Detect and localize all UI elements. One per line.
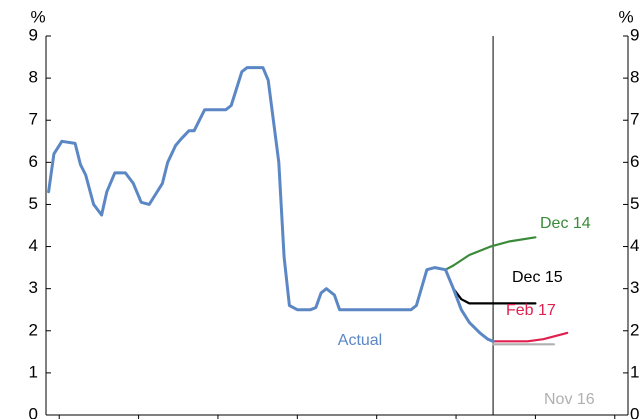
y2-tick-label: 1: [630, 362, 639, 381]
y-tick-label: 5: [29, 194, 38, 213]
x-tick-label: 2003: [120, 416, 158, 419]
y-tick-label: 9: [29, 25, 38, 44]
y-tick-label: 6: [29, 152, 38, 171]
y2-tick-label: 9: [630, 25, 639, 44]
x-tick-label: 2000: [40, 416, 78, 419]
x-tick-label: 2006: [199, 416, 237, 419]
y-tick-label: 2: [29, 320, 38, 339]
y2-tick-label: 3: [630, 278, 639, 297]
series-label: Nov 16: [544, 391, 595, 408]
y2-tick-label: 7: [630, 110, 639, 129]
x-tick-label: 2021: [596, 416, 634, 419]
series-label: Feb 17: [506, 302, 556, 319]
x-tick-label: 2009: [278, 416, 316, 419]
y2-tick-label: 8: [630, 68, 639, 87]
y2-tick-label: 0: [630, 404, 639, 419]
y-tick-label: 0: [29, 404, 38, 419]
y-tick-label: 4: [29, 236, 38, 255]
y-unit: %: [30, 7, 45, 26]
x-tick-label: 2012: [358, 416, 396, 419]
y2-tick-label: 5: [630, 194, 639, 213]
y-tick-label: 8: [29, 68, 38, 87]
x-tick-label: 2018: [516, 416, 554, 419]
y-tick-label: 7: [29, 110, 38, 129]
series-label: Dec 15: [512, 269, 563, 286]
series-line: [492, 331, 569, 343]
y2-tick-label: 4: [630, 236, 639, 255]
series-line: [452, 287, 537, 305]
series-line: [47, 66, 495, 343]
series-label: Actual: [338, 332, 382, 349]
y-tick-label: 3: [29, 278, 38, 297]
y2-tick-label: 2: [630, 320, 639, 339]
series-label: Dec 14: [540, 215, 591, 232]
x-tick-label: 2015: [437, 416, 475, 419]
y2-unit: %: [618, 7, 633, 26]
y2-tick-label: 6: [630, 152, 639, 171]
series-line: [444, 236, 537, 271]
y-tick-label: 1: [29, 362, 38, 381]
